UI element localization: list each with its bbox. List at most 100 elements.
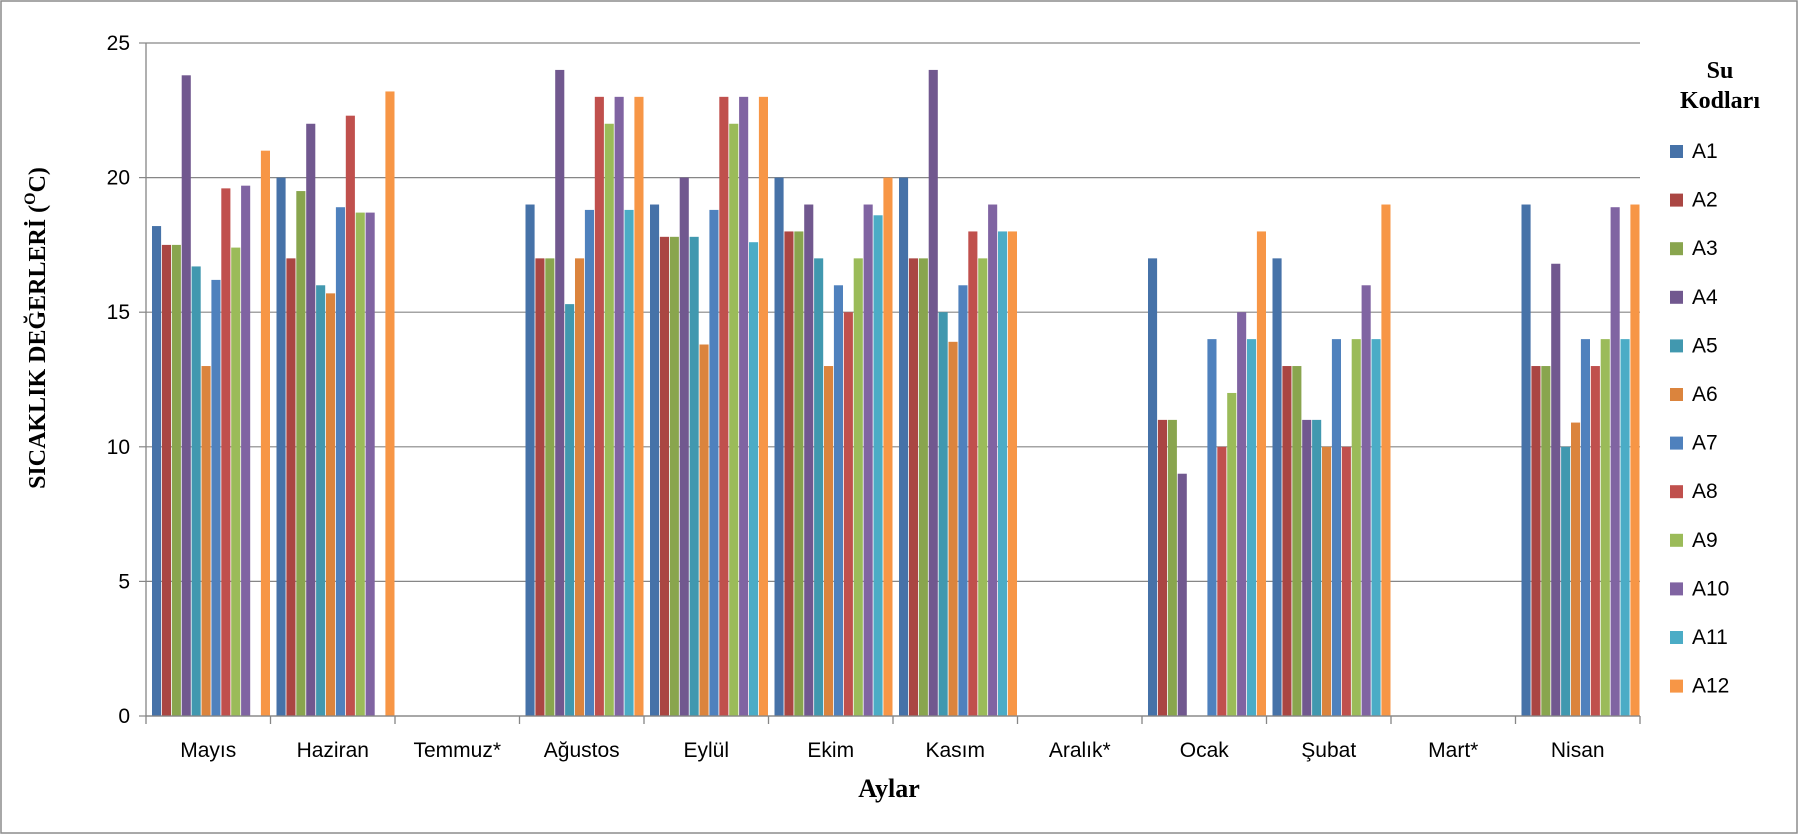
bar-a12 [1256, 231, 1266, 716]
bar-a3 [1541, 366, 1551, 716]
legend-label: A12 [1692, 675, 1729, 698]
bar-a12 [758, 96, 768, 717]
x-tick-label: Mart* [1428, 739, 1478, 762]
legend-title-line2: Kodları [1680, 88, 1760, 114]
bar-a6 [824, 366, 834, 716]
bar-a12 [883, 177, 893, 717]
y-axis-title-main: SICAKLIK DEĞERLERİ ( [24, 205, 51, 489]
bar-a10 [739, 96, 749, 717]
bar-a4 [1177, 473, 1187, 716]
legend-swatch [1670, 242, 1683, 256]
bar-a10 [1361, 285, 1371, 716]
bar-a11 [624, 209, 634, 717]
legend-label: A2 [1692, 189, 1718, 212]
y-tick-label: 15 [107, 301, 130, 324]
bar-a9 [355, 212, 365, 716]
bar-a7 [1331, 339, 1341, 716]
legend-swatch [1670, 679, 1683, 693]
bar-a10 [614, 96, 624, 717]
legend-swatch [1670, 582, 1683, 596]
bars [152, 69, 1640, 717]
bar-a7 [958, 285, 968, 716]
bar-a7 [1207, 339, 1217, 716]
bar-a8 [594, 96, 604, 717]
legend-swatch [1670, 533, 1683, 547]
bar-a8 [221, 188, 231, 717]
bar-a2 [535, 258, 545, 716]
bar-a9 [1600, 339, 1610, 716]
bar-a6 [948, 341, 958, 716]
bar-a12 [1381, 204, 1391, 716]
bar-a6 [699, 344, 709, 716]
bar-a12 [1007, 231, 1017, 716]
x-tick-label: Ekim [807, 739, 854, 762]
bar-a3 [918, 258, 928, 716]
bar-a3 [794, 231, 804, 716]
bar-a9 [978, 258, 988, 716]
legend-swatch [1670, 388, 1683, 401]
bar-a9 [853, 258, 863, 716]
bar-a1 [276, 177, 286, 717]
legend-label: A1 [1692, 140, 1718, 163]
bar-a5 [565, 304, 575, 716]
bar-a7 [1580, 339, 1590, 716]
bar-a9 [729, 123, 739, 716]
bar-a4 [928, 69, 938, 717]
bar-a2 [659, 236, 669, 716]
y-axis-title: SICAKLIK DEĞERLERİ (OC) [22, 167, 51, 489]
bar-a10 [863, 204, 873, 716]
bar-a3 [1292, 366, 1302, 716]
bar-a8 [968, 231, 978, 716]
legend-swatch [1670, 436, 1683, 450]
bar-a4 [1551, 263, 1561, 716]
legend-label: A10 [1692, 577, 1729, 600]
bar-a4 [555, 69, 565, 717]
bar-a11 [873, 215, 883, 716]
y-tick-label: 10 [107, 436, 130, 459]
bar-a11 [1371, 339, 1381, 716]
bar-a3 [545, 258, 555, 716]
bar-a5 [316, 285, 326, 716]
bar-a2 [1157, 419, 1167, 716]
bar-a2 [1282, 366, 1292, 716]
bar-a4 [679, 177, 689, 717]
y-axis-title-tail: C) [25, 167, 51, 192]
legend-label: A4 [1692, 286, 1718, 309]
bar-a1 [1148, 258, 1158, 716]
bar-a2 [1531, 366, 1541, 716]
bar-a1 [152, 226, 162, 716]
bar-a8 [345, 115, 355, 716]
bar-a9 [231, 247, 241, 717]
bar-a1 [899, 177, 909, 717]
axes [145, 43, 1641, 724]
bar-a7 [335, 207, 345, 716]
bar-a3 [171, 244, 181, 716]
bar-a12 [260, 150, 270, 716]
bar-a1 [650, 204, 660, 716]
bar-a4 [1302, 419, 1312, 716]
bar-a8 [843, 312, 853, 716]
x-tick-label: Haziran [297, 739, 369, 762]
y-tick-label: 25 [107, 32, 130, 55]
bar-a10 [1610, 207, 1620, 716]
bar-a1 [774, 177, 784, 717]
bar-a11 [1247, 339, 1257, 716]
legend-label: A7 [1692, 432, 1718, 455]
legend-swatch [1670, 631, 1683, 644]
x-tick-label: Kasım [925, 739, 985, 762]
bar-a11 [1620, 339, 1630, 716]
bar-a6 [575, 258, 585, 716]
bar-a12 [385, 91, 395, 717]
bar-a3 [296, 191, 306, 716]
bar-a7 [584, 209, 594, 717]
bar-a8 [719, 96, 729, 717]
bar-a7 [833, 285, 843, 716]
x-axis-title: Aylar [858, 774, 920, 803]
bar-a11 [749, 242, 759, 716]
bar-a12 [1630, 204, 1640, 716]
bar-a3 [1167, 419, 1177, 716]
bar-a2 [784, 231, 794, 716]
bar-a9 [1351, 339, 1361, 716]
